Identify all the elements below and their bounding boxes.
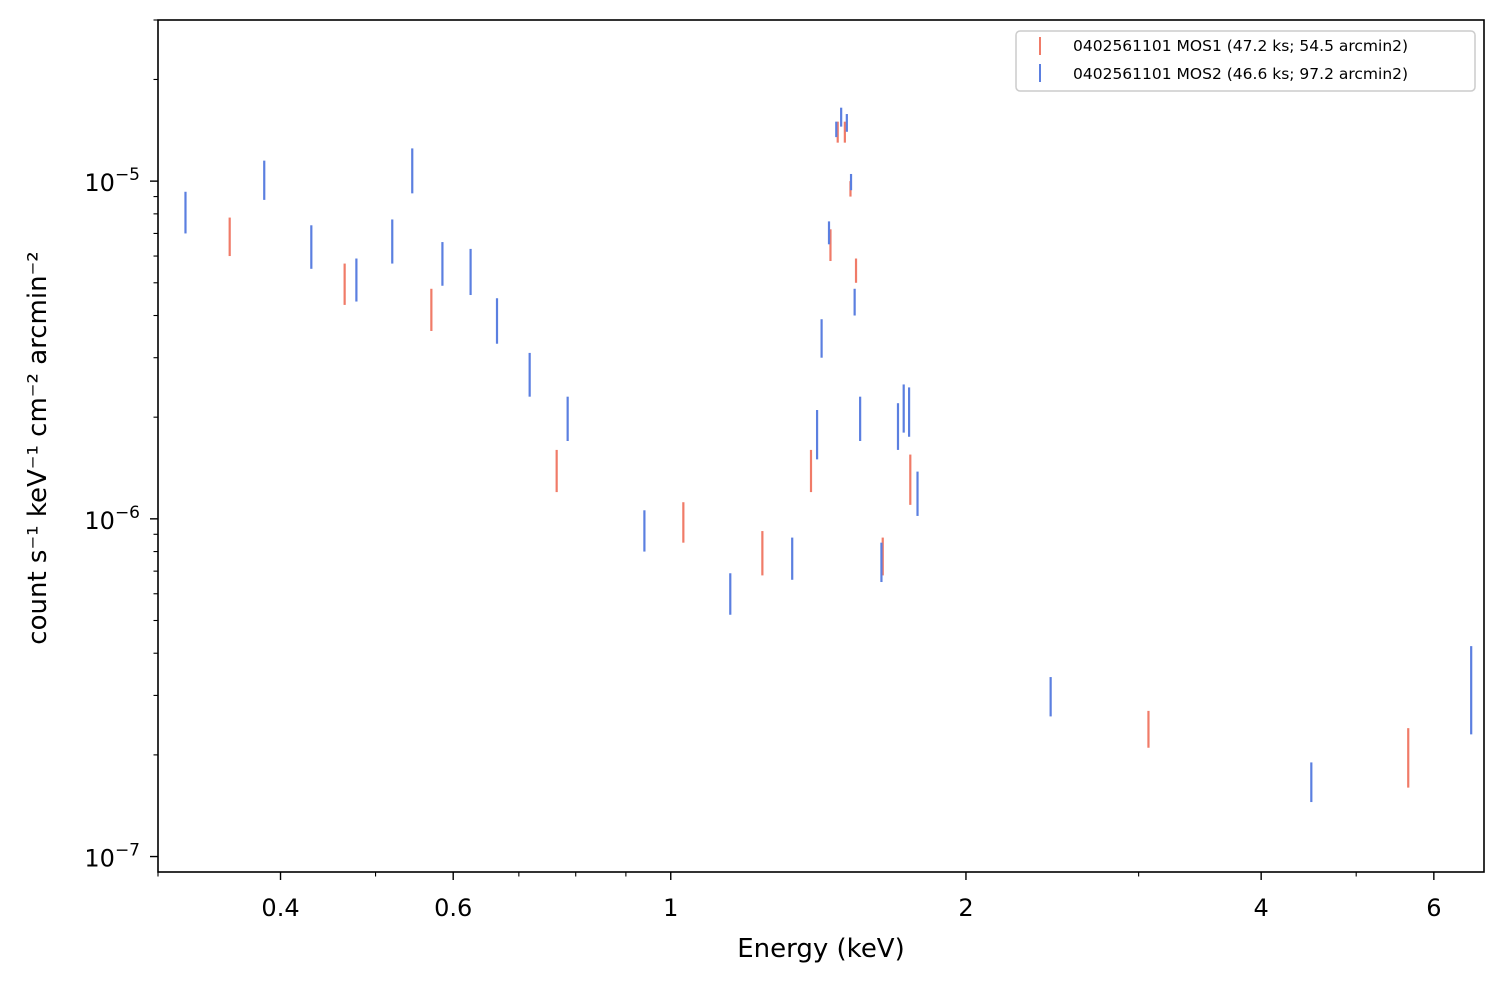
x-tick-label: 6 bbox=[1426, 894, 1441, 922]
x-tick-label: 0.6 bbox=[434, 894, 472, 922]
legend-frame bbox=[1015, 30, 1476, 92]
series-1 bbox=[228, 121, 1410, 788]
y-tick-label: 10−6 bbox=[84, 503, 140, 535]
y-tick-label: 10−5 bbox=[84, 165, 140, 197]
x-tick-label: 0.4 bbox=[261, 894, 299, 922]
axis-ticks: 0.4 0.6 1 2 4 6 10−5 10−6 10−7 bbox=[84, 19, 1441, 922]
plot-frame bbox=[157, 19, 1485, 873]
data-series bbox=[184, 107, 1473, 803]
x-tick-label: 1 bbox=[663, 894, 678, 922]
x-axis-label: Energy (keV) bbox=[737, 934, 905, 964]
legend: 0402561101 MOS1 (47.2 ks; 54.5 arcmin2) … bbox=[1015, 30, 1476, 92]
legend-label-mos1: 0402561101 MOS1 (47.2 ks; 54.5 arcmin2) bbox=[1073, 37, 1408, 55]
x-tick-label: 2 bbox=[958, 894, 973, 922]
y-tick-label: 10−7 bbox=[84, 841, 140, 873]
series-2 bbox=[184, 107, 1473, 803]
y-axis-label: count s⁻¹ keV⁻¹ cm⁻² arcmin⁻² bbox=[23, 251, 53, 644]
x-tick-label: 4 bbox=[1254, 894, 1269, 922]
legend-label-mos2: 0402561101 MOS2 (46.6 ks; 97.2 arcmin2) bbox=[1073, 65, 1408, 83]
